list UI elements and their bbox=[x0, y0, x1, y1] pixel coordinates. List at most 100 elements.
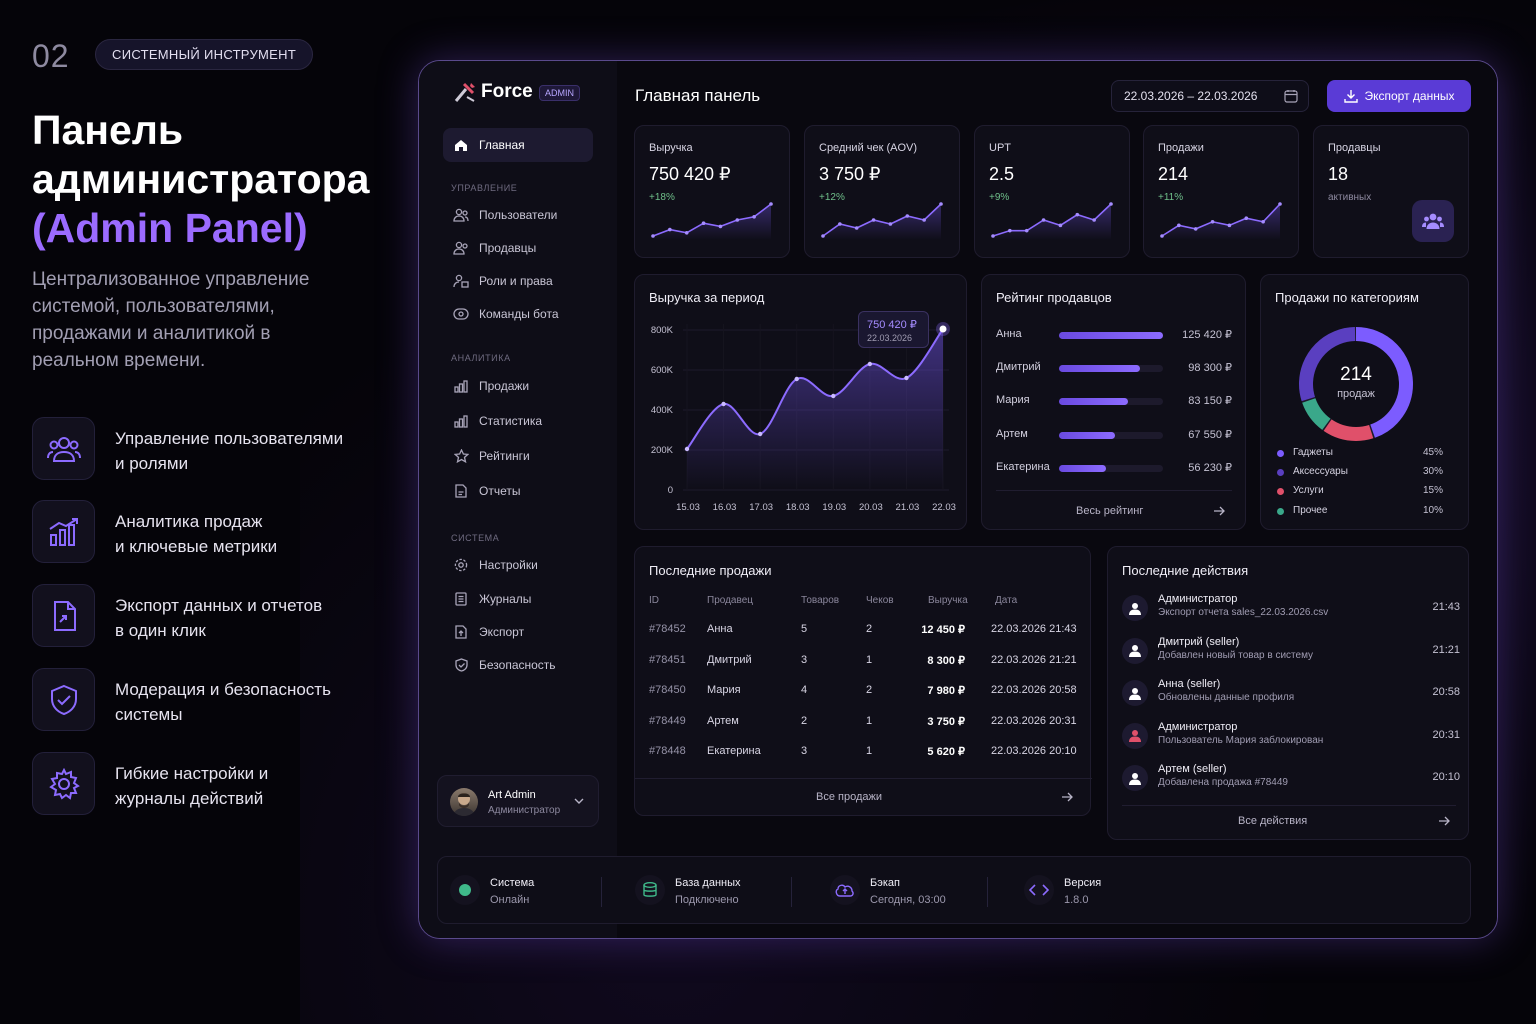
data-point-highlight[interactable] bbox=[939, 325, 947, 333]
sidebar-item-sellers[interactable]: Продавцы bbox=[443, 231, 593, 265]
section-tag: СИСТЕМНЫЙ ИНСТРУМЕНТ bbox=[95, 39, 314, 70]
table-row[interactable]: #78450 Мария 4 2 7 980 ₽ 22.03.2026 20:58 bbox=[635, 684, 1092, 702]
action-description: Пользователь Мария заблокирован bbox=[1158, 734, 1324, 746]
chart-icon bbox=[32, 500, 95, 563]
action-item[interactable]: Артем (seller) Добавлена продажа #78449 20… bbox=[1122, 763, 1460, 795]
sidebar-item-statistics[interactable]: Статистика bbox=[443, 404, 593, 438]
sidebar-item-logs[interactable]: Журналы bbox=[443, 582, 593, 616]
data-point[interactable] bbox=[757, 431, 763, 437]
kpi-sellers[interactable]: Продавцы 18 активных bbox=[1313, 125, 1469, 258]
donut-slice[interactable] bbox=[1299, 327, 1413, 441]
all-actions-link[interactable]: Все действия bbox=[1238, 815, 1308, 827]
column-header[interactable]: ID bbox=[649, 595, 659, 606]
data-point[interactable] bbox=[794, 376, 799, 382]
action-item[interactable]: Администратор Пользователь Мария заблокир… bbox=[1122, 721, 1460, 753]
cloud-backup-icon bbox=[830, 875, 860, 905]
admin-app-window: Force ADMIN Главная УПРАВЛЕНИЕ Пользоват… bbox=[418, 60, 1498, 939]
table-row[interactable]: #78451 Дмитрий 3 1 8 300 ₽ 22.03.2026 21:21 bbox=[635, 654, 1092, 672]
sidebar-item-users[interactable]: Пользователи bbox=[443, 198, 593, 232]
all-ratings-link[interactable]: Весь рейтинг bbox=[1076, 505, 1144, 517]
sparkline-point bbox=[1244, 216, 1249, 221]
avatar bbox=[450, 788, 478, 816]
date-range-picker[interactable]: 22.03.2026 – 22.03.2026 bbox=[1111, 80, 1309, 112]
kpi-revenue[interactable]: Выручка 750 420 ₽ +18% bbox=[634, 125, 790, 258]
sidebar-item-settings[interactable]: Настройки bbox=[443, 548, 593, 582]
status-name: База данных bbox=[675, 877, 741, 889]
export-data-button[interactable]: Экспорт данных bbox=[1327, 80, 1471, 112]
data-point[interactable] bbox=[721, 401, 726, 407]
user-avatar-icon bbox=[1122, 680, 1148, 706]
arrow-right-icon[interactable] bbox=[1438, 816, 1450, 826]
export-file-icon bbox=[32, 584, 95, 647]
sparkline-point bbox=[871, 218, 876, 222]
column-header[interactable]: Дата bbox=[995, 595, 1018, 606]
tools-logo-icon bbox=[454, 82, 475, 102]
sidebar-item-label: Главная bbox=[479, 138, 525, 152]
revenue-line bbox=[686, 328, 944, 450]
action-actor: Администратор bbox=[1158, 593, 1238, 605]
sidebar-item-bot-commands[interactable]: Команды бота bbox=[443, 297, 593, 331]
table-cell: 1 bbox=[866, 714, 873, 727]
column-header[interactable]: Продавец bbox=[707, 595, 753, 606]
sidebar-item-export[interactable]: Экспорт bbox=[443, 615, 593, 649]
sidebar-item-label: Безопасность bbox=[479, 658, 556, 672]
arrow-right-icon[interactable] bbox=[1213, 506, 1225, 516]
section-number: 02 bbox=[32, 38, 70, 74]
user-name: Art Admin bbox=[488, 789, 536, 801]
column-header[interactable]: Товаров bbox=[801, 595, 840, 606]
user-profile-menu[interactable]: Art Admin Администратор bbox=[437, 775, 599, 827]
sidebar-item-label: Пользователи bbox=[479, 208, 558, 222]
arrow-right-icon[interactable] bbox=[1061, 792, 1073, 802]
action-time: 20:10 bbox=[1432, 771, 1460, 783]
ranking-bar-track bbox=[1059, 365, 1163, 372]
sparkline-point bbox=[668, 227, 672, 232]
sparkline-point bbox=[1058, 223, 1063, 228]
sparkline-point bbox=[838, 222, 842, 226]
action-item[interactable]: Анна (seller) Обновлены данные профиля 20:… bbox=[1122, 678, 1460, 710]
action-item[interactable]: Дмитрий (seller) Добавлен новый товар в с… bbox=[1122, 636, 1460, 668]
kpi-aov[interactable]: Средний чек (AOV) 3 750 ₽ +12% bbox=[804, 125, 960, 258]
kpi-title: Средний чек (AOV) bbox=[819, 142, 918, 154]
export-icon bbox=[453, 624, 469, 640]
action-time: 20:31 bbox=[1432, 728, 1460, 741]
table-row[interactable]: #78452 Анна 5 2 12 450 ₽ 22.03.2026 21:43 bbox=[635, 623, 1092, 641]
sidebar-item-ratings[interactable]: Рейтинги bbox=[443, 439, 593, 473]
sparkline-line bbox=[1161, 203, 1281, 237]
donut-slice[interactable] bbox=[1299, 327, 1413, 441]
data-point[interactable] bbox=[867, 361, 873, 367]
download-icon bbox=[1343, 90, 1358, 103]
feature-text: Модерация и безопасность системы bbox=[115, 680, 331, 724]
kpi-title: UPT bbox=[989, 142, 1011, 154]
column-header[interactable]: Выручка bbox=[928, 595, 968, 606]
brand-name: Force bbox=[481, 81, 533, 102]
data-point[interactable] bbox=[831, 393, 836, 399]
column-header[interactable]: Чеков bbox=[866, 595, 894, 606]
status-value: Подключено bbox=[675, 894, 739, 906]
sidebar-item-sales[interactable]: Продажи bbox=[443, 369, 593, 403]
ranking-row: Артем 67 550 ₽ bbox=[996, 428, 1232, 441]
recent-sales-title: Последние продажи bbox=[649, 563, 772, 578]
all-sales-link[interactable]: Все продажи bbox=[816, 791, 882, 803]
sparkline-point bbox=[1024, 228, 1029, 233]
intro-title-line-3: (Admin Panel) bbox=[32, 205, 308, 251]
log-icon bbox=[453, 591, 469, 607]
data-point[interactable] bbox=[684, 446, 690, 452]
brand-logo[interactable]: Force bbox=[453, 81, 533, 103]
action-actor: Дмитрий (seller) bbox=[1158, 635, 1240, 648]
donut-slice[interactable] bbox=[1299, 327, 1413, 441]
sidebar-item-roles[interactable]: Роли и права bbox=[443, 264, 593, 298]
sparkline-point bbox=[1109, 202, 1113, 206]
kpi-sales[interactable]: Продажи 214 +11% bbox=[1143, 125, 1299, 258]
database-icon bbox=[635, 875, 665, 905]
data-point[interactable] bbox=[904, 375, 909, 381]
sidebar-item-reports[interactable]: Отчеты bbox=[443, 474, 593, 508]
table-row[interactable]: #78448 Екатерина 3 1 5 620 ₽ 22.03.2026 20:10 bbox=[635, 745, 1092, 763]
code-icon bbox=[1024, 875, 1054, 905]
report-icon bbox=[453, 483, 469, 499]
feature-export: Экспорт данных и отчетов в один клик bbox=[32, 584, 392, 648]
action-item[interactable]: Администратор Экспорт отчета sales_22.03.… bbox=[1122, 593, 1460, 625]
sidebar-item-home[interactable]: Главная bbox=[443, 128, 593, 162]
kpi-upt[interactable]: UPT 2.5 +9% bbox=[974, 125, 1130, 258]
table-row[interactable]: #78449 Артем 2 1 3 750 ₽ 22.03.2026 20:31 bbox=[635, 715, 1092, 733]
sidebar-item-security[interactable]: Безопасность bbox=[443, 648, 593, 682]
